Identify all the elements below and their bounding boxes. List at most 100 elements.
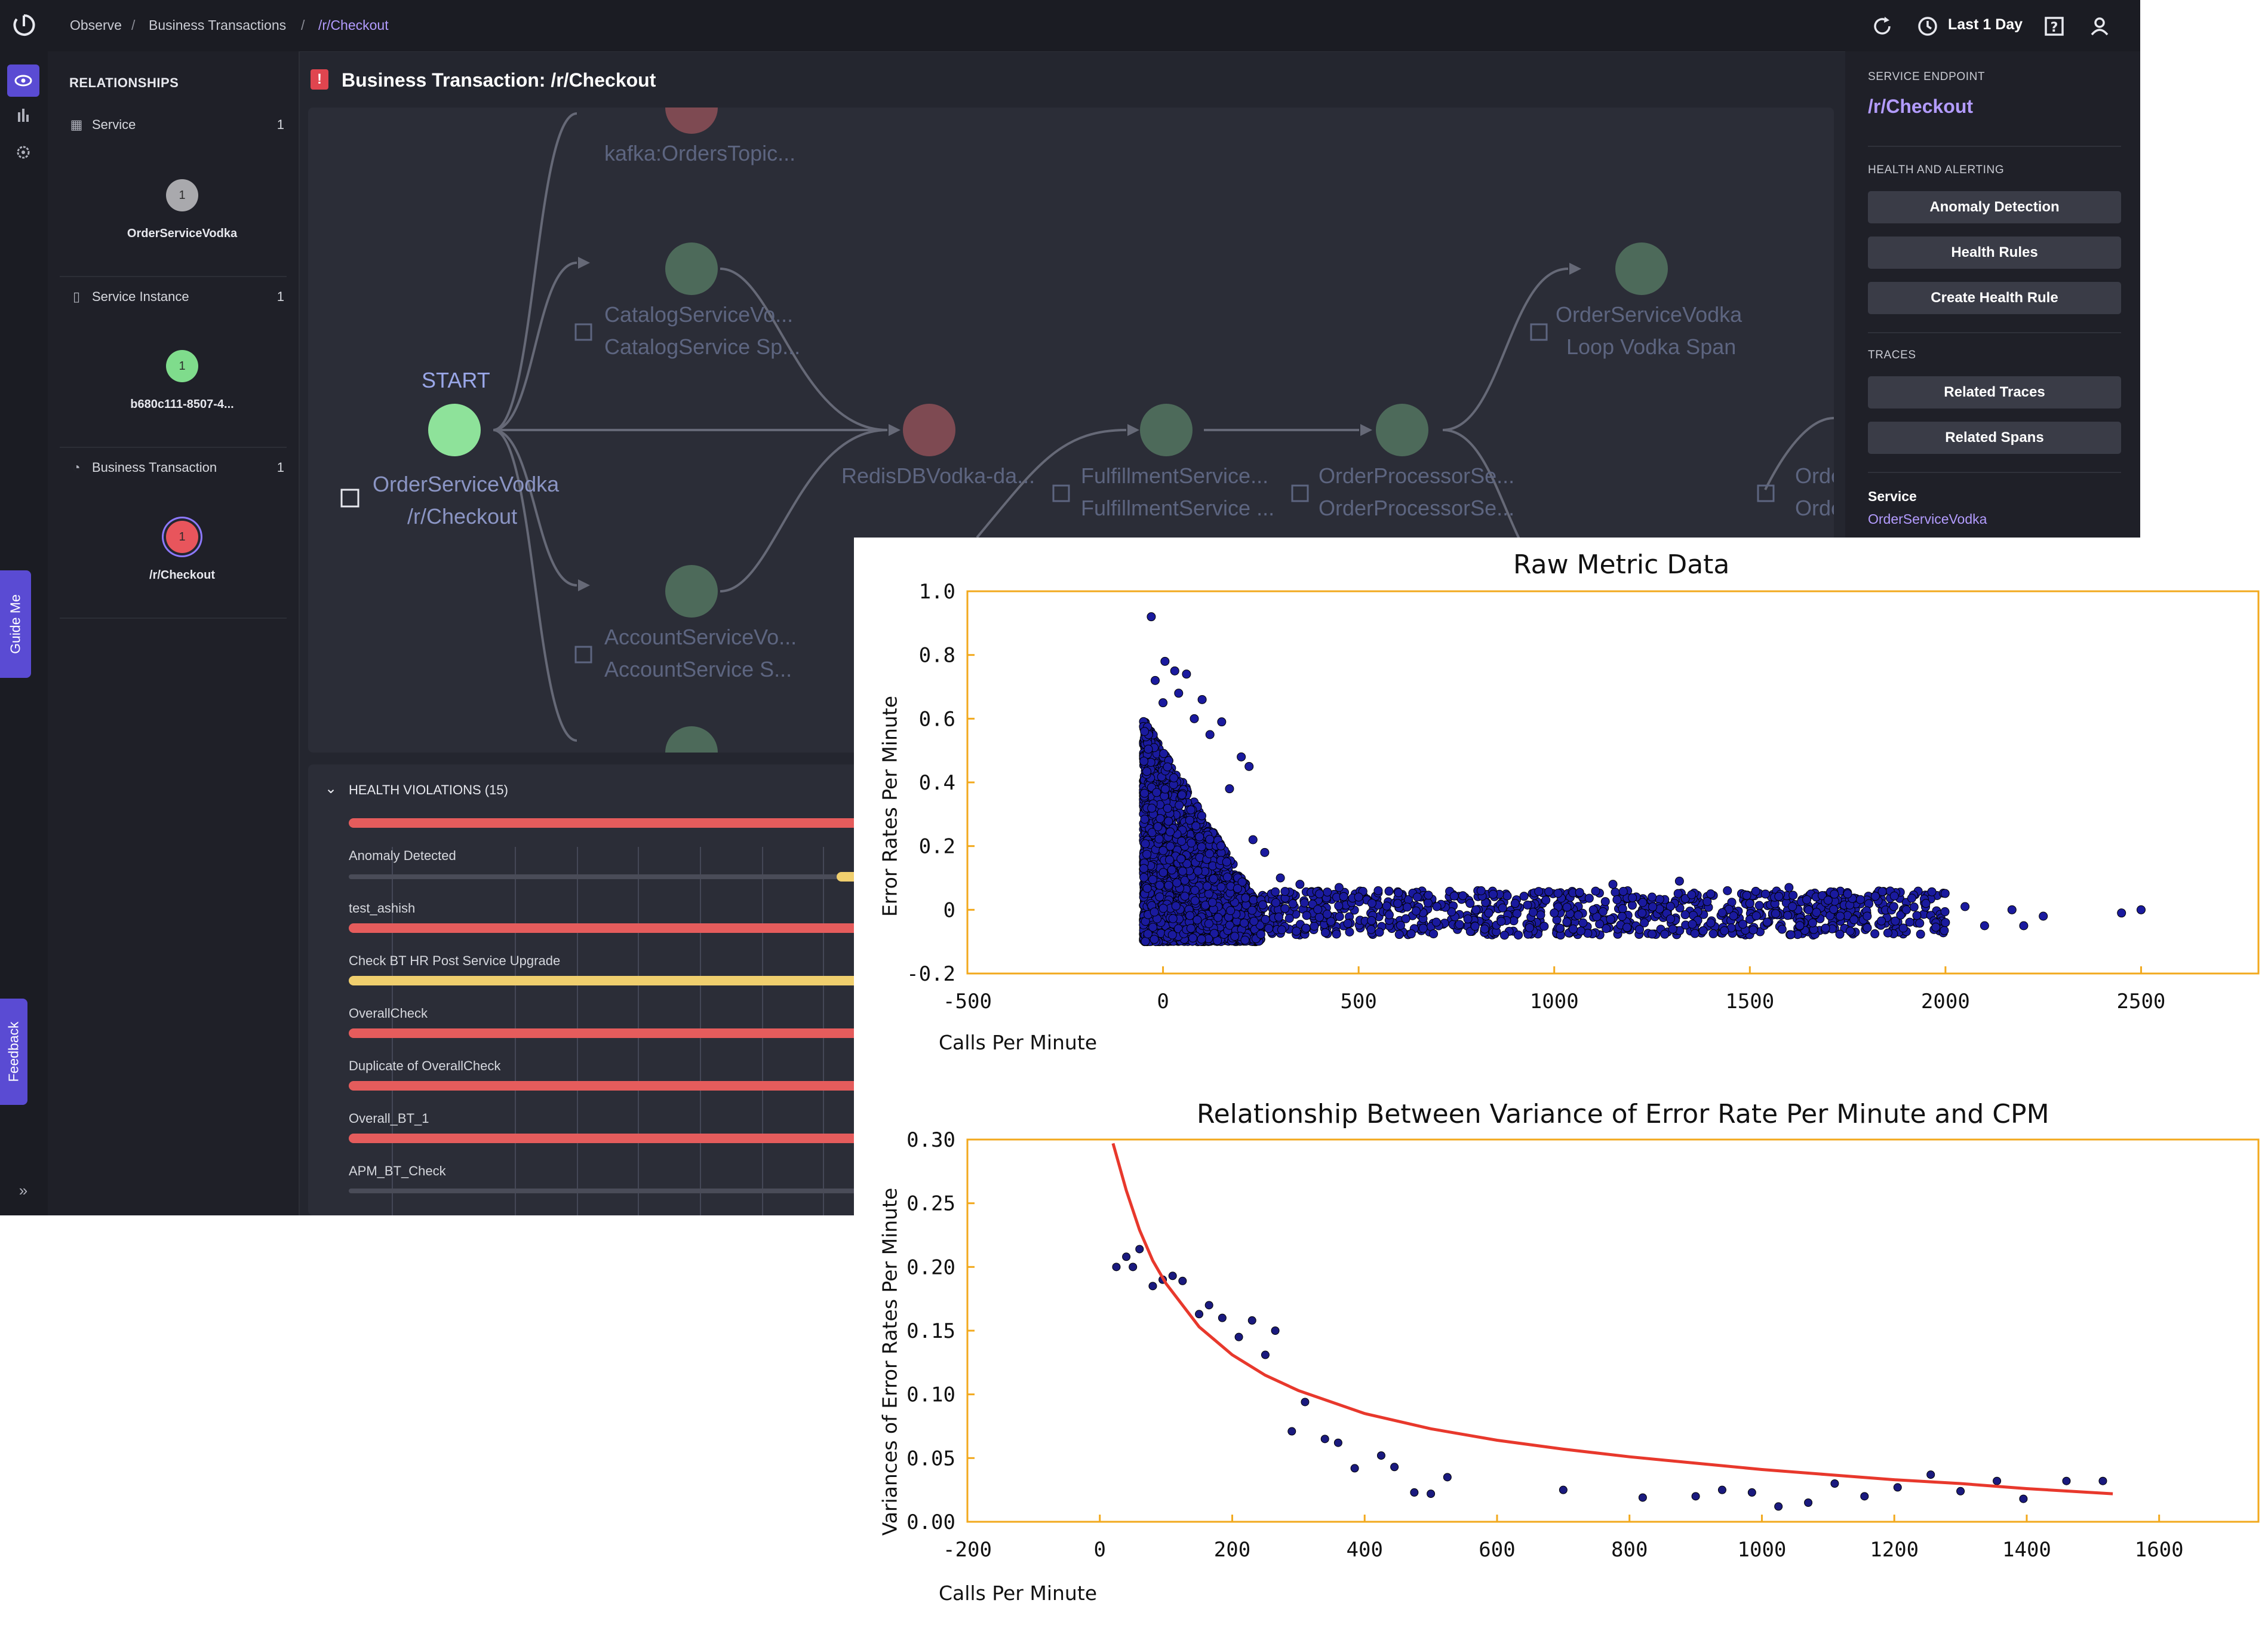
scatter-point	[1158, 698, 1168, 708]
relationship-service-instance[interactable]: ▯ Service Instance	[69, 289, 189, 305]
flow-node-sublabel[interactable]: Loop Vodka Span	[1566, 334, 1737, 359]
y-tick-label: 0.00	[906, 1510, 955, 1534]
scatter-point	[1178, 867, 1187, 876]
scatter-point	[1514, 931, 1523, 940]
violation-bar[interactable]	[349, 874, 1006, 879]
violation-bar[interactable]	[349, 1081, 1006, 1091]
scatter-point	[1786, 930, 1796, 939]
service-node[interactable]: 1	[166, 179, 198, 211]
expand-chevron-icon[interactable]: »	[19, 1181, 28, 1199]
scatter-point	[1139, 864, 1148, 873]
violation-bar[interactable]	[349, 1189, 1006, 1193]
flow-node-label[interactable]: CatalogServiceVo...	[604, 302, 794, 327]
create-health-rule-button[interactable]: Create Health Rule	[1868, 282, 2121, 314]
flow-node-sublabel[interactable]: Orde	[1795, 496, 1834, 520]
scatter-point	[1836, 911, 1845, 921]
flow-node-label[interactable]: OrderServiceVodka	[1556, 302, 1743, 327]
scatter-point	[1907, 893, 1916, 903]
violation-bar[interactable]	[349, 923, 1006, 933]
scatter-point	[1176, 854, 1186, 864]
x-tick-label: 1200	[1870, 1538, 1919, 1562]
time-range-label[interactable]: Last 1 Day	[1948, 16, 2023, 33]
scatter-point	[1499, 931, 1509, 940]
help-icon[interactable]: ?	[2042, 14, 2066, 38]
clock-icon[interactable]	[1916, 14, 1940, 38]
flow-node-sublabel[interactable]: /r/Checkout	[407, 504, 518, 529]
scatter-point	[1940, 889, 1950, 898]
business-transaction-node[interactable]: 1	[166, 521, 198, 553]
scatter-point	[1343, 919, 1353, 928]
scatter-point	[1240, 935, 1250, 945]
flow-node-sublabel[interactable]: FulfillmentService ...	[1081, 496, 1275, 520]
collapse-chevron-icon[interactable]: ⌄	[325, 781, 337, 797]
scatter-point	[1927, 887, 1937, 896]
scatter-point	[1244, 761, 1254, 771]
flow-node-sublabel[interactable]: CatalogService Sp...	[604, 334, 801, 359]
scatter-point	[1249, 917, 1259, 926]
flow-node-sublabel[interactable]: OrderProcessorSe...	[1319, 496, 1515, 520]
flow-node-sublabel[interactable]: AccountService S...	[604, 657, 792, 681]
feedback-tab[interactable]: Feedback	[0, 999, 27, 1105]
violation-bar[interactable]	[349, 1028, 1006, 1038]
scatter-point	[1187, 838, 1196, 847]
guide-me-label: Guide Me	[7, 594, 23, 654]
relationship-business-transaction[interactable]: ◔ Business Transaction	[69, 460, 217, 475]
scatter-point	[1271, 898, 1280, 907]
violation-bar[interactable]	[349, 1134, 1006, 1143]
scatter-point	[1762, 917, 1772, 927]
scatter-point	[1164, 816, 1173, 826]
observe-eye-icon[interactable]	[7, 65, 39, 97]
endpoint-value[interactable]: /r/Checkout	[1868, 96, 1974, 117]
service-instance-node[interactable]: 1	[166, 350, 198, 382]
service-field-value[interactable]: OrderServiceVodka	[1868, 511, 1987, 527]
divider	[60, 276, 287, 277]
anomaly-detection-button[interactable]: Anomaly Detection	[1868, 191, 2121, 223]
scatter-point	[1122, 1252, 1131, 1261]
flow-node-label[interactable]: kafka:OrdersTopic...	[604, 141, 796, 165]
metrics-bar-chart-icon[interactable]	[7, 100, 39, 133]
scatter-point	[1174, 689, 1184, 698]
scatter-point	[1234, 1332, 1243, 1341]
scatter-point	[1674, 876, 1684, 886]
app-logo-icon[interactable]	[12, 13, 36, 37]
scatter-point	[1193, 867, 1203, 876]
flow-node-label[interactable]: OrderServiceVodka	[373, 472, 560, 496]
relationship-service[interactable]: ▦ Service	[69, 117, 136, 133]
scatter-point	[1373, 886, 1383, 895]
scatter-point	[1575, 888, 1584, 897]
scatter-point	[1568, 925, 1578, 934]
guide-me-tab[interactable]: Guide Me	[0, 570, 31, 678]
user-icon[interactable]	[2088, 14, 2112, 38]
flow-node-label[interactable]: FulfillmentService...	[1081, 463, 1269, 488]
y-tick-label: 0.25	[906, 1192, 955, 1216]
scatter-point	[1141, 839, 1150, 849]
related-spans-button[interactable]: Related Spans	[1868, 422, 2121, 454]
flow-node-label[interactable]: Orde	[1795, 463, 1834, 488]
flow-node-label[interactable]: OrderProcessorSe...	[1319, 463, 1515, 488]
y-tick-label: 0.10	[906, 1383, 955, 1407]
scatter-point	[1536, 910, 1545, 920]
flow-node-label[interactable]: RedisDBVodka-da...	[841, 463, 1035, 488]
scatter-point	[1247, 1316, 1256, 1325]
related-traces-button[interactable]: Related Traces	[1868, 376, 2121, 409]
settings-gear-icon[interactable]	[7, 136, 39, 168]
health-rules-button[interactable]: Health Rules	[1868, 237, 2121, 269]
relationship-count: 1	[276, 117, 284, 132]
flow-connections	[340, 108, 1834, 753]
violation-bar[interactable]	[349, 818, 1006, 828]
scatter-point	[1618, 887, 1628, 896]
scatter-point	[1742, 890, 1751, 900]
scatter-point	[1431, 917, 1441, 927]
scatter-point	[1423, 898, 1433, 908]
scatter-point	[1465, 899, 1475, 908]
scatter-point	[1898, 923, 1908, 933]
scatter-point	[1591, 886, 1600, 896]
refresh-icon[interactable]	[1870, 14, 1894, 38]
scatter-point	[1209, 874, 1218, 883]
breadcrumb-observe[interactable]: Observe	[70, 17, 122, 33]
breadcrumb-business-transactions[interactable]: Business Transactions	[149, 17, 287, 33]
violation-bar[interactable]	[349, 976, 1006, 985]
flow-node-label[interactable]: AccountServiceVo...	[604, 625, 797, 649]
scatter-point	[1808, 918, 1817, 928]
health-violations-title[interactable]: HEALTH VIOLATIONS (15)	[349, 782, 508, 797]
